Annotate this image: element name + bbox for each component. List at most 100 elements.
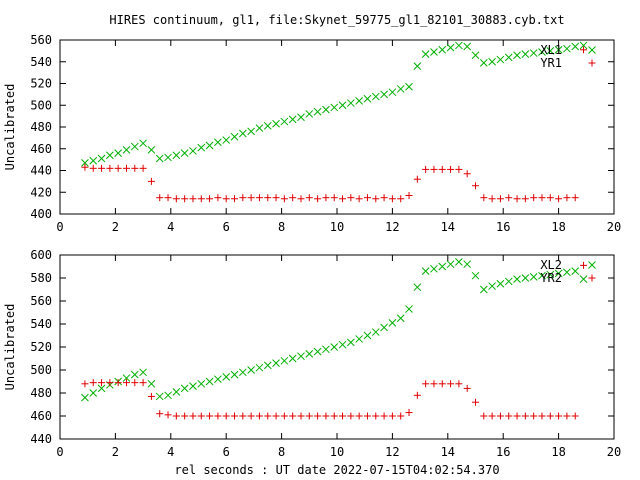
data-point-yr2: [438, 380, 446, 388]
data-point-xl2: [238, 368, 247, 377]
data-point-yr2: [264, 412, 272, 420]
data-point-xl2: [421, 267, 430, 275]
data-point-yr2: [496, 412, 504, 420]
data-point-xl1: [371, 92, 380, 101]
data-point-yr1: [530, 194, 538, 202]
data-point-xl1: [247, 127, 255, 136]
data-point-xl2: [147, 379, 156, 388]
data-point-xl1: [538, 48, 546, 56]
data-point-xl2: [230, 370, 239, 379]
data-point-xl2: [180, 384, 189, 393]
data-point-yr2: [447, 380, 455, 388]
data-point-xl1: [155, 154, 164, 163]
data-point-yr1: [388, 195, 396, 203]
data-point-xl1: [238, 129, 247, 138]
y-tick-label: 560: [30, 294, 52, 308]
data-point-yr1: [197, 195, 205, 203]
plot-frame: [59, 254, 615, 440]
data-point-xl1: [305, 110, 314, 118]
x-tick-label: 0: [56, 445, 63, 459]
data-point-yr2: [280, 412, 288, 420]
data-point-yr1: [330, 194, 338, 202]
data-point-yr1: [89, 164, 97, 172]
data-point-xl1: [363, 94, 372, 103]
data-point-yr2: [231, 412, 239, 420]
data-point-xl1: [122, 145, 131, 154]
data-point-xl1: [97, 154, 106, 163]
data-point-yr2: [363, 412, 371, 420]
data-point-xl2: [139, 368, 147, 377]
data-point-yr1: [363, 194, 371, 202]
data-point-yr2: [422, 380, 430, 388]
data-point-yr2: [405, 409, 413, 417]
data-point-xl1: [463, 42, 472, 51]
data-point-xl1: [255, 124, 264, 132]
data-point-yr1: [513, 195, 521, 203]
data-point-xl1: [114, 149, 123, 157]
data-point-yr1: [405, 192, 413, 200]
data-point-xl1: [180, 149, 189, 157]
data-point-yr1: [206, 195, 214, 203]
y-tick-label: 500: [30, 98, 52, 112]
data-point-xl2: [97, 384, 106, 393]
data-point-yr1: [81, 163, 89, 171]
data-point-yr1: [181, 195, 189, 203]
data-point-xl2: [438, 262, 447, 271]
data-point-yr2: [430, 380, 438, 388]
data-point-yr1: [98, 164, 106, 172]
x-tick-label: 6: [223, 220, 230, 234]
data-point-yr2: [172, 412, 180, 420]
legend-marker-xl1: [588, 46, 596, 54]
data-point-yr2: [139, 379, 147, 387]
plot-frame: [59, 39, 615, 215]
data-point-xl2: [388, 318, 397, 327]
data-point-xl1: [405, 82, 413, 91]
data-point-xl2: [89, 389, 98, 397]
data-point-xl2: [272, 359, 280, 367]
x-tick-label: 0: [56, 220, 63, 234]
data-point-yr2: [546, 412, 554, 420]
data-point-yr2: [114, 379, 122, 387]
data-point-yr1: [347, 194, 355, 202]
data-point-xl1: [546, 47, 555, 55]
x-tick-label: 10: [330, 220, 344, 234]
data-point-yr1: [521, 195, 529, 203]
data-point-yr1: [505, 194, 513, 202]
data-point-yr2: [413, 391, 421, 399]
x-tick-label: 8: [278, 445, 285, 459]
data-point-yr2: [505, 412, 513, 420]
data-point-xl2: [521, 274, 530, 282]
data-point-xl2: [380, 323, 388, 332]
data-point-yr1: [214, 194, 222, 202]
data-point-xl1: [172, 151, 181, 160]
data-point-xl2: [280, 356, 289, 365]
data-point-xl1: [521, 50, 530, 58]
data-point-yr2: [147, 392, 155, 400]
data-point-xl1: [504, 53, 513, 62]
data-point-yr1: [106, 164, 114, 172]
y-tick-label: 460: [30, 142, 52, 156]
chart-title: HIRES continuum, gl1, file:Skynet_59775_…: [109, 13, 564, 27]
panel-top: 400 420 440 460 480 500 520 540 560 0 2 4 6 8 10 12 14 16…: [3, 33, 621, 234]
data-point-xl2: [205, 377, 214, 386]
data-point-xl1: [189, 147, 197, 155]
legend-label-yr2: YR2: [540, 271, 562, 285]
data-point-xl2: [529, 272, 538, 281]
data-point-yr2: [488, 412, 496, 420]
data-point-xl1: [230, 132, 239, 141]
data-point-xl2: [322, 345, 330, 354]
data-point-yr1: [447, 165, 455, 173]
data-point-xl1: [430, 48, 438, 56]
y-tick-label: 580: [30, 271, 52, 285]
data-point-yr1: [355, 195, 363, 203]
data-point-xl1: [197, 143, 206, 152]
data-point-xl2: [297, 352, 305, 361]
data-point-xl1: [222, 136, 231, 144]
data-point-xl2: [546, 270, 555, 279]
data-point-yr2: [563, 412, 571, 420]
data-point-yr1: [438, 165, 446, 173]
y-tick-label: 600: [30, 248, 52, 262]
data-point-yr2: [247, 412, 255, 420]
data-point-yr2: [339, 412, 347, 420]
data-point-xl1: [288, 115, 297, 124]
